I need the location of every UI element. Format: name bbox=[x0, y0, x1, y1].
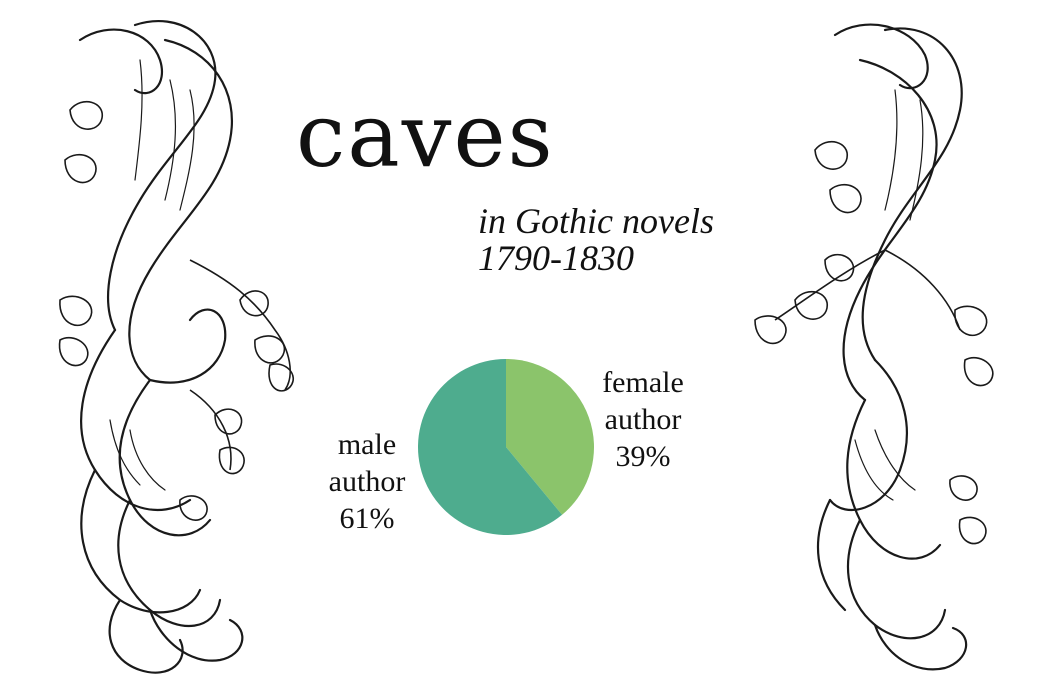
slice-percent: 39% bbox=[615, 440, 671, 473]
slice-name-line: author bbox=[328, 465, 406, 498]
pie-slice-male-author bbox=[418, 359, 563, 535]
slice-name-line: author bbox=[604, 403, 682, 436]
slice-name-line: male bbox=[337, 428, 397, 461]
ornamental-scroll-icon bbox=[754, 23, 994, 671]
slice-percent: 61% bbox=[339, 502, 395, 535]
female-author-label: female author 39% bbox=[588, 364, 698, 475]
subtitle-line: in Gothic novels bbox=[478, 201, 714, 241]
page-title: caves bbox=[296, 84, 555, 187]
subtitle-line: 1790-1830 bbox=[478, 238, 634, 278]
page-subtitle: in Gothic novels 1790-1830 bbox=[478, 203, 714, 277]
pie-slice-female-author bbox=[506, 359, 594, 515]
pie-chart bbox=[418, 359, 594, 535]
ornamental-scroll-icon bbox=[58, 19, 294, 674]
slice-name-line: female bbox=[602, 366, 684, 399]
male-author-label: male author 61% bbox=[312, 426, 422, 537]
